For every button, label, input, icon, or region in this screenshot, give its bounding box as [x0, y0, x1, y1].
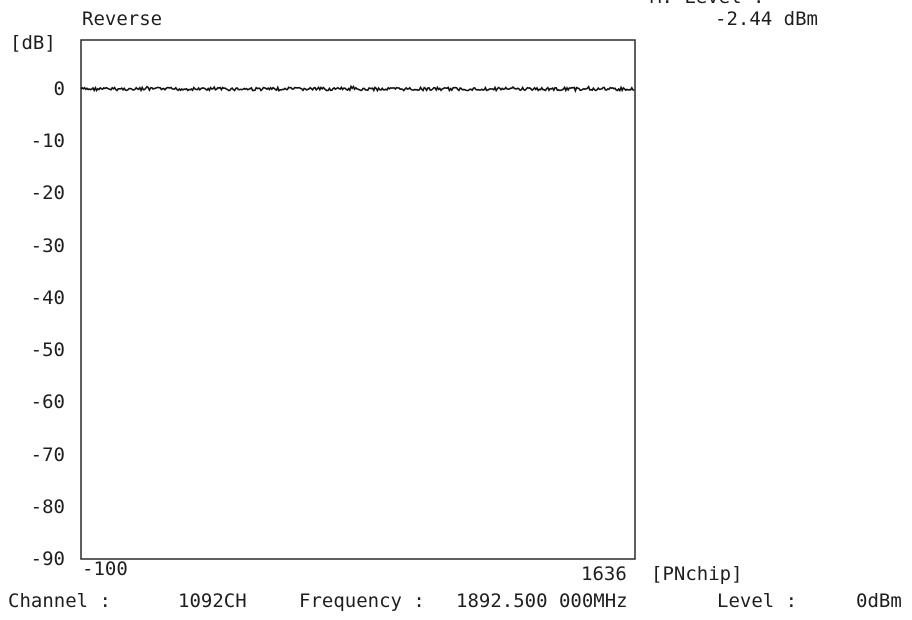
y-tick-label: 0	[53, 78, 65, 100]
x-tick-label-max: 1636	[581, 563, 627, 585]
marker-level-value: -2.44 dBm	[715, 8, 818, 30]
marker-level-label-partial: M. Level :	[650, 0, 764, 8]
x-axis-unit-label: [PNchip]	[651, 563, 743, 585]
channel-label: Channel :	[8, 590, 111, 612]
y-tick-label: -90	[30, 548, 65, 570]
y-axis-unit-label: [dB]	[10, 32, 56, 54]
y-tick-label: -10	[30, 130, 65, 153]
y-tick-label: -30	[30, 234, 65, 257]
y-tick-label: -40	[30, 286, 65, 309]
y-tick-label: -50	[30, 339, 65, 362]
frequency-label: Frequency :	[299, 590, 425, 612]
x-tick-label-min: -100	[82, 558, 128, 580]
level-value: 0dBm	[856, 590, 902, 612]
frequency-value: 1892.500 000MHz	[456, 590, 628, 612]
y-tick-label: -60	[30, 391, 65, 414]
level-label: Level :	[717, 590, 798, 612]
series-trace	[80, 84, 635, 94]
channel-value: 1092CH	[178, 590, 247, 612]
chart-title: Reverse	[82, 8, 163, 30]
y-tick-label: -20	[30, 182, 65, 205]
plot-frame	[80, 39, 636, 560]
y-tick-label: -80	[30, 495, 65, 518]
trace-group	[80, 84, 635, 94]
y-tick-label: -70	[30, 443, 65, 466]
